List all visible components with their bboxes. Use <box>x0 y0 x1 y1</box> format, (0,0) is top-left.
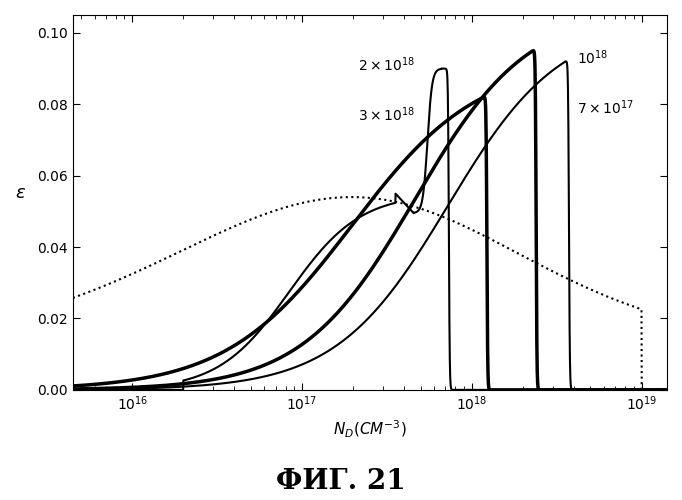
X-axis label: $N_D(CM^{-3})$: $N_D(CM^{-3})$ <box>333 419 406 440</box>
Y-axis label: $\varepsilon$: $\varepsilon$ <box>15 184 26 202</box>
Text: $3\times10^{18}$: $3\times10^{18}$ <box>358 106 415 124</box>
Text: $7\times10^{17}$: $7\times10^{17}$ <box>577 98 634 117</box>
Text: $2\times10^{18}$: $2\times10^{18}$ <box>358 56 415 74</box>
Text: ФИГ. 21: ФИГ. 21 <box>276 468 406 495</box>
Text: $10^{18}$: $10^{18}$ <box>577 48 608 67</box>
